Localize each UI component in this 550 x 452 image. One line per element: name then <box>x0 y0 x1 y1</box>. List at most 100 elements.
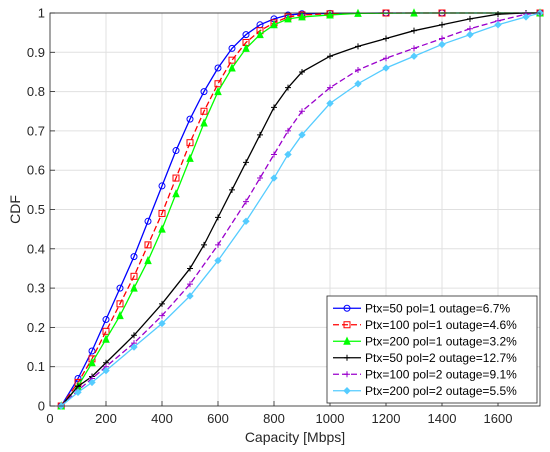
y-tick-label: 0.2 <box>27 320 45 335</box>
y-tick-label: 0.7 <box>27 123 45 138</box>
legend-label: Ptx=50 pol=1 outage=6.7% <box>365 301 510 315</box>
y-tick-label: 0 <box>38 399 45 414</box>
series-4 <box>58 10 543 409</box>
data-point <box>355 43 361 50</box>
data-point <box>214 86 222 96</box>
data-point <box>200 107 208 115</box>
x-tick-label: 1000 <box>316 411 345 426</box>
data-point <box>200 118 208 127</box>
y-tick-label: 0.9 <box>27 45 45 60</box>
x-tick-label: 1600 <box>484 411 513 426</box>
data-point <box>215 241 221 248</box>
data-point <box>411 45 417 52</box>
data-point <box>102 334 110 343</box>
data-point <box>411 27 417 34</box>
data-point <box>299 108 305 115</box>
data-point <box>130 272 138 280</box>
y-tick-label: 0.1 <box>27 359 45 374</box>
data-point <box>257 131 263 138</box>
legend-label: Ptx=50 pol=2 outage=12.7% <box>365 351 517 365</box>
x-tick-label: 800 <box>263 411 285 426</box>
data-point <box>159 300 165 307</box>
legend-marker <box>343 321 351 329</box>
series-line <box>60 12 540 407</box>
y-axis-label: CDF <box>7 195 23 224</box>
y-tick-label: 0.6 <box>27 163 45 178</box>
data-point <box>172 189 180 198</box>
series-6 <box>57 9 544 410</box>
legend-marker <box>343 304 351 312</box>
legend-marker <box>343 336 351 345</box>
data-point <box>187 265 193 272</box>
data-point <box>242 217 250 225</box>
legend-label: Ptx=100 pol=2 outage=9.1% <box>365 367 517 381</box>
data-point <box>88 358 96 367</box>
series-line <box>60 12 540 407</box>
data-point <box>144 255 152 265</box>
data-point <box>439 35 445 42</box>
data-point <box>439 21 445 28</box>
x-tick-label: 600 <box>207 411 229 426</box>
data-point <box>284 150 292 159</box>
data-point <box>270 20 278 29</box>
data-point <box>116 300 124 308</box>
data-point <box>131 332 137 339</box>
legend: Ptx=50 pol=1 outage=6.7% Ptx=100 pol=1 ou… <box>326 295 538 404</box>
data-point <box>214 64 222 72</box>
legend-label: Ptx=200 pol=2 outage=5.5% <box>365 384 517 398</box>
data-point <box>159 312 165 319</box>
data-point <box>88 378 96 387</box>
data-point <box>257 175 263 182</box>
data-point <box>326 10 334 19</box>
y-tick-label: 0.4 <box>27 241 45 256</box>
data-point <box>382 64 390 72</box>
data-point <box>256 29 264 39</box>
data-point <box>228 44 236 52</box>
series-layer <box>57 8 544 410</box>
legend-entry: Ptx=200 pol=2 outage=5.5% <box>333 384 517 398</box>
x-tick-label: 1200 <box>372 411 401 426</box>
legend-marker <box>344 354 350 361</box>
data-point <box>144 217 152 225</box>
data-point <box>187 281 193 288</box>
data-point <box>270 174 278 182</box>
data-point <box>102 327 110 335</box>
legend-label: Ptx=100 pol=1 outage=4.6% <box>365 318 517 332</box>
data-point <box>242 43 250 52</box>
data-point <box>130 343 138 351</box>
legend-label: Ptx=200 pol=1 outage=3.2% <box>365 334 517 348</box>
data-point <box>271 151 277 158</box>
data-point <box>494 21 502 29</box>
data-point <box>243 198 249 205</box>
y-tick-label: 0.5 <box>27 202 45 217</box>
data-point <box>201 241 207 248</box>
data-point <box>200 88 208 96</box>
data-point <box>467 25 473 32</box>
legend-entry: Ptx=200 pol=1 outage=3.2% <box>333 334 517 348</box>
data-point <box>355 66 361 73</box>
y-tick-label: 1 <box>38 6 45 21</box>
data-point <box>130 283 138 292</box>
data-point <box>438 40 446 49</box>
data-point <box>243 159 249 166</box>
data-point <box>130 253 138 261</box>
data-point <box>172 147 180 155</box>
data-point <box>88 347 96 355</box>
data-point <box>285 84 291 91</box>
series-line <box>60 12 540 407</box>
y-tick-label: 0.8 <box>27 84 45 99</box>
data-point <box>298 131 306 139</box>
data-point <box>327 84 333 91</box>
data-point <box>74 388 82 396</box>
data-point <box>228 63 236 72</box>
data-point <box>158 224 166 233</box>
data-point <box>116 310 124 320</box>
data-point <box>172 174 180 182</box>
legend-box <box>326 295 538 404</box>
data-point <box>144 241 152 249</box>
data-point <box>495 11 501 18</box>
data-point <box>327 53 333 60</box>
data-point <box>228 56 236 64</box>
x-tick-label: 200 <box>95 411 117 426</box>
